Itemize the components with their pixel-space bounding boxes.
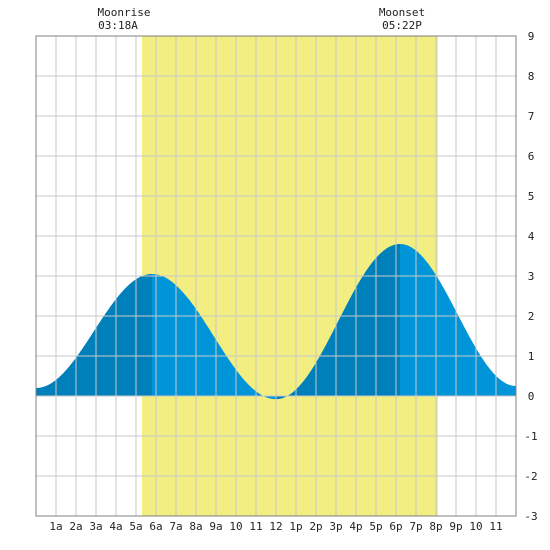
x-tick-label: 2p — [309, 520, 322, 533]
tide-segment — [276, 244, 400, 400]
x-tick-label: 4p — [349, 520, 362, 533]
grid — [36, 36, 516, 516]
x-tick-label: 6p — [389, 520, 402, 533]
y-tick-label: -3 — [524, 510, 537, 523]
y-tick-label: -2 — [524, 470, 537, 483]
x-tick-label: 2a — [69, 520, 82, 533]
tide-segment — [36, 274, 152, 396]
plot-frame — [35, 35, 517, 517]
moonset-label: Moonset — [379, 6, 425, 19]
y-tick-label: 9 — [528, 30, 535, 43]
y-tick-label: 8 — [528, 70, 535, 83]
x-tick-label: 3a — [89, 520, 102, 533]
x-tick-label: 5p — [369, 520, 382, 533]
x-tick-label: 7p — [409, 520, 422, 533]
x-tick-label: 8a — [189, 520, 202, 533]
y-tick-label: 7 — [528, 110, 535, 123]
x-tick-label: 12 — [269, 520, 282, 533]
tide-segment — [152, 274, 276, 400]
y-tick-label: 4 — [528, 230, 535, 243]
x-tick-label: 5a — [129, 520, 142, 533]
moonset-time: 05:22P — [382, 19, 422, 32]
moonrise-label: Moonrise — [98, 6, 151, 19]
x-tick-label: 1p — [289, 520, 302, 533]
x-tick-label: 9a — [209, 520, 222, 533]
y-tick-label: 3 — [528, 270, 535, 283]
y-tick-label: 0 — [528, 390, 535, 403]
y-axis: -3 -2 -1 0 1 2 3 4 5 6 7 8 9 — [524, 30, 537, 523]
y-tick-label: -1 — [524, 430, 537, 443]
x-tick-label: 4a — [109, 520, 122, 533]
x-tick-label: 6a — [149, 520, 162, 533]
tide-segment — [400, 244, 516, 396]
x-axis: 1a 2a 3a 4a 5a 6a 7a 8a 9a 10 11 12 1p 2p 3p 4p 5p 6p 7p 8p… — [49, 520, 502, 533]
y-tick-label: 1 — [528, 350, 535, 363]
x-tick-label: 9p — [449, 520, 462, 533]
x-tick-label: 10 — [229, 520, 242, 533]
tide-areas — [36, 244, 516, 400]
y-tick-label: 2 — [528, 310, 535, 323]
y-tick-label: 6 — [528, 150, 535, 163]
x-tick-label: 1a — [49, 520, 62, 533]
x-tick-label: 10 — [469, 520, 482, 533]
moonrise-time: 03:18A — [98, 19, 138, 32]
x-tick-label: 8p — [429, 520, 442, 533]
x-tick-label: 7a — [169, 520, 182, 533]
y-tick-label: 5 — [528, 190, 535, 203]
x-tick-label: 11 — [249, 520, 262, 533]
x-tick-label: 11 — [489, 520, 502, 533]
x-tick-label: 3p — [329, 520, 342, 533]
